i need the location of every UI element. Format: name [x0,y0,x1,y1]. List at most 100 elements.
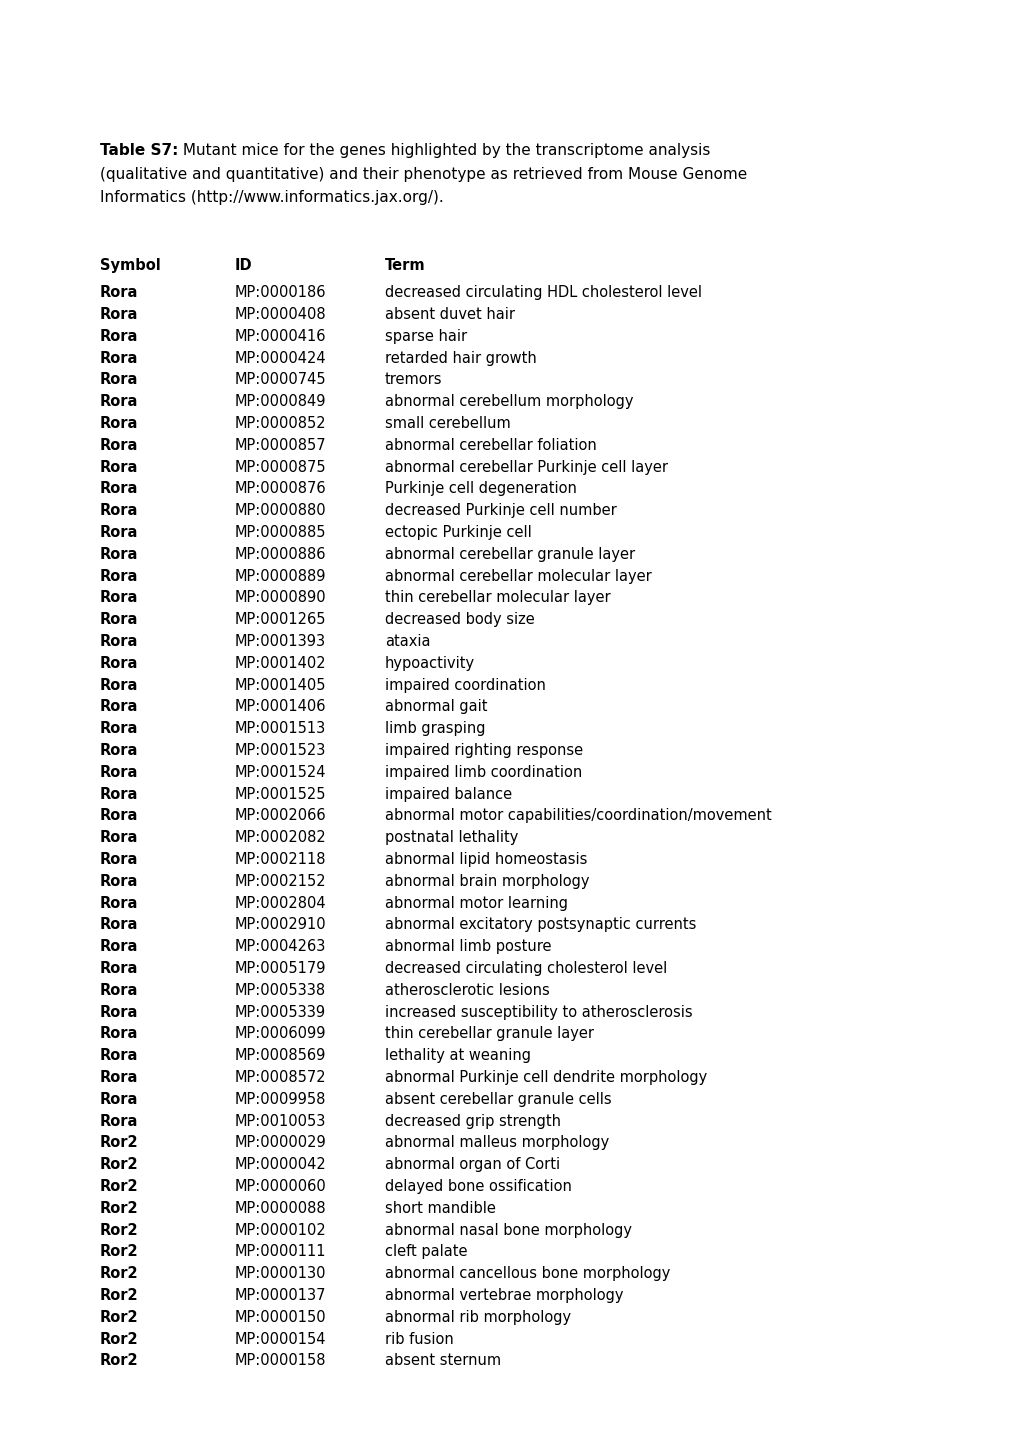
Text: Rora: Rora [100,918,139,932]
Text: MP:0000886: MP:0000886 [234,547,326,561]
Text: abnormal lipid homeostasis: abnormal lipid homeostasis [384,851,587,867]
Text: MP:0000111: MP:0000111 [234,1244,326,1260]
Text: impaired balance: impaired balance [384,786,512,802]
Text: Rora: Rora [100,416,139,431]
Text: Rora: Rora [100,437,139,453]
Text: abnormal cerebellar Purkinje cell layer: abnormal cerebellar Purkinje cell layer [384,460,667,475]
Text: abnormal cancellous bone morphology: abnormal cancellous bone morphology [384,1267,669,1281]
Text: Rora: Rora [100,307,139,322]
Text: Ror2: Ror2 [100,1244,139,1260]
Text: MP:0000154: MP:0000154 [234,1332,326,1346]
Text: Rora: Rora [100,569,139,583]
Text: (qualitative and quantitative) and their phenotype as retrieved from Mouse Genom: (qualitative and quantitative) and their… [100,167,747,182]
Text: Rora: Rora [100,700,139,714]
Text: Ror2: Ror2 [100,1310,139,1325]
Text: MP:0005339: MP:0005339 [234,1004,326,1020]
Text: Informatics (http://www.informatics.jax.org/).: Informatics (http://www.informatics.jax.… [100,190,443,205]
Text: atherosclerotic lesions: atherosclerotic lesions [384,983,549,999]
Text: Rora: Rora [100,547,139,561]
Text: Rora: Rora [100,743,139,758]
Text: absent sternum: absent sternum [384,1354,500,1368]
Text: MP:0002804: MP:0002804 [234,896,326,911]
Text: MP:0008572: MP:0008572 [234,1071,326,1085]
Text: Rora: Rora [100,983,139,999]
Text: abnormal limb posture: abnormal limb posture [384,939,551,954]
Text: Symbol: Symbol [100,258,161,273]
Text: Ror2: Ror2 [100,1332,139,1346]
Text: abnormal malleus morphology: abnormal malleus morphology [384,1136,608,1150]
Text: MP:0002118: MP:0002118 [234,851,326,867]
Text: Ror2: Ror2 [100,1136,139,1150]
Text: Rora: Rora [100,460,139,475]
Text: MP:0005179: MP:0005179 [234,961,326,975]
Text: MP:0002152: MP:0002152 [234,874,326,889]
Text: abnormal cerebellar molecular layer: abnormal cerebellar molecular layer [384,569,651,583]
Text: absent cerebellar granule cells: absent cerebellar granule cells [384,1092,611,1107]
Text: Purkinje cell degeneration: Purkinje cell degeneration [384,482,577,496]
Text: absent duvet hair: absent duvet hair [384,307,515,322]
Text: increased susceptibility to atherosclerosis: increased susceptibility to atherosclero… [384,1004,692,1020]
Text: MP:0000150: MP:0000150 [234,1310,326,1325]
Text: impaired righting response: impaired righting response [384,743,583,758]
Text: MP:0000885: MP:0000885 [234,525,326,540]
Text: Ror2: Ror2 [100,1267,139,1281]
Text: MP:0000408: MP:0000408 [234,307,326,322]
Text: retarded hair growth: retarded hair growth [384,351,536,365]
Text: abnormal Purkinje cell dendrite morphology: abnormal Purkinje cell dendrite morpholo… [384,1071,706,1085]
Text: abnormal cerebellum morphology: abnormal cerebellum morphology [384,394,633,410]
Text: Table S7:: Table S7: [100,143,178,157]
Text: Mutant mice for the genes highlighted by the transcriptome analysis: Mutant mice for the genes highlighted by… [178,143,710,157]
Text: MP:0000890: MP:0000890 [234,590,326,606]
Text: Rora: Rora [100,1114,139,1128]
Text: Rora: Rora [100,786,139,802]
Text: Rora: Rora [100,657,139,671]
Text: abnormal excitatory postsynaptic currents: abnormal excitatory postsynaptic current… [384,918,696,932]
Text: MP:0000875: MP:0000875 [234,460,326,475]
Text: limb grasping: limb grasping [384,722,485,736]
Text: Ror2: Ror2 [100,1354,139,1368]
Text: MP:0001265: MP:0001265 [234,612,326,628]
Text: Rora: Rora [100,1048,139,1063]
Text: Rora: Rora [100,372,139,388]
Text: Rora: Rora [100,961,139,975]
Text: MP:0000880: MP:0000880 [234,504,326,518]
Text: sparse hair: sparse hair [384,329,467,343]
Text: MP:0009958: MP:0009958 [234,1092,326,1107]
Text: MP:0006099: MP:0006099 [234,1026,326,1042]
Text: MP:0000424: MP:0000424 [234,351,326,365]
Text: Rora: Rora [100,504,139,518]
Text: Rora: Rora [100,939,139,954]
Text: MP:0004263: MP:0004263 [234,939,326,954]
Text: Rora: Rora [100,851,139,867]
Text: abnormal cerebellar foliation: abnormal cerebellar foliation [384,437,596,453]
Text: MP:0010053: MP:0010053 [234,1114,326,1128]
Text: ectopic Purkinje cell: ectopic Purkinje cell [384,525,531,540]
Text: MP:0001523: MP:0001523 [234,743,326,758]
Text: abnormal vertebrae morphology: abnormal vertebrae morphology [384,1289,623,1303]
Text: Rora: Rora [100,525,139,540]
Text: thin cerebellar molecular layer: thin cerebellar molecular layer [384,590,610,606]
Text: MP:0000186: MP:0000186 [234,286,326,300]
Text: MP:0008569: MP:0008569 [234,1048,326,1063]
Text: thin cerebellar granule layer: thin cerebellar granule layer [384,1026,593,1042]
Text: Term: Term [384,258,425,273]
Text: MP:0001406: MP:0001406 [234,700,326,714]
Text: Rora: Rora [100,590,139,606]
Text: MP:0000857: MP:0000857 [234,437,326,453]
Text: MP:0000852: MP:0000852 [234,416,326,431]
Text: abnormal brain morphology: abnormal brain morphology [384,874,589,889]
Text: Rora: Rora [100,1071,139,1085]
Text: MP:0001405: MP:0001405 [234,678,326,693]
Text: Rora: Rora [100,329,139,343]
Text: MP:0002082: MP:0002082 [234,830,326,846]
Text: impaired limb coordination: impaired limb coordination [384,765,582,779]
Text: Rora: Rora [100,286,139,300]
Text: decreased body size: decreased body size [384,612,534,628]
Text: abnormal motor capabilities/coordination/movement: abnormal motor capabilities/coordination… [384,808,771,824]
Text: Rora: Rora [100,612,139,628]
Text: Rora: Rora [100,394,139,410]
Text: MP:0001393: MP:0001393 [234,633,326,649]
Text: Rora: Rora [100,765,139,779]
Text: Rora: Rora [100,351,139,365]
Text: MP:0000849: MP:0000849 [234,394,326,410]
